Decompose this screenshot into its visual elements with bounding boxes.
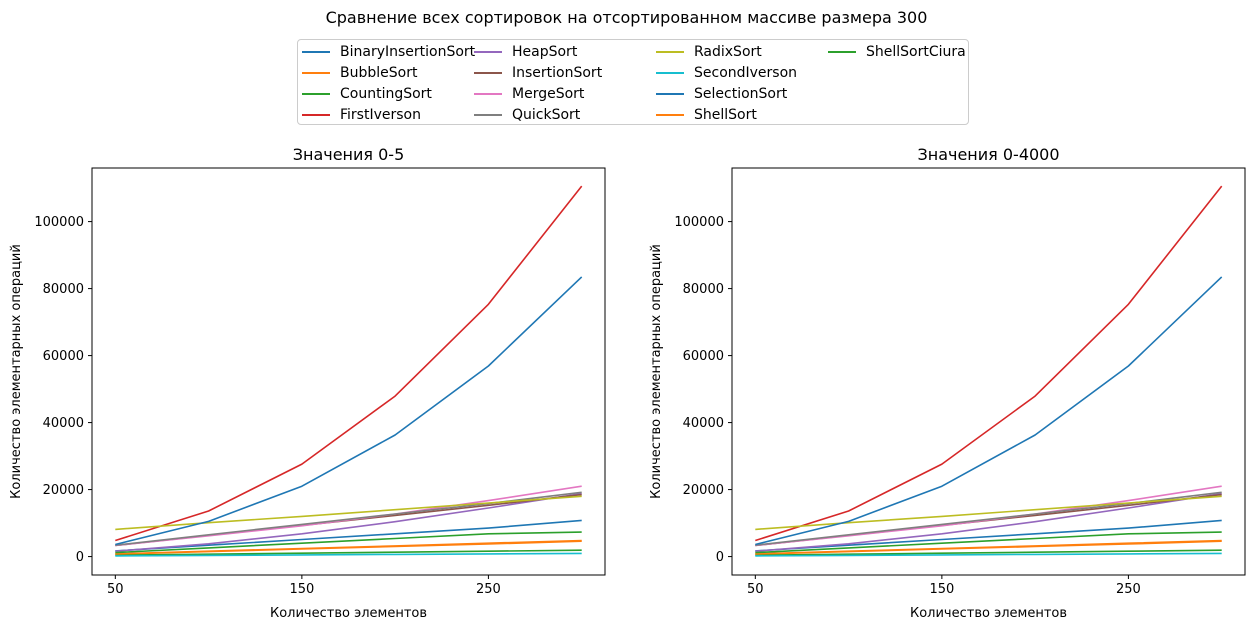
y-tick-label: 20000 — [683, 483, 724, 498]
subplot-title: Значения 0-4000 — [917, 145, 1059, 164]
axes-frame — [91, 167, 606, 576]
legend-label: SelectionSort — [694, 86, 788, 102]
y-tick-label: 80000 — [43, 282, 84, 297]
series-line-heapsort — [755, 492, 1222, 552]
y-tick-label: 100000 — [34, 215, 84, 230]
legend-item-selectionsort: SelectionSort — [656, 84, 787, 104]
legend-label: CountingSort — [340, 86, 432, 102]
x-axis-label: Количество элементов — [270, 606, 427, 621]
x-tick-label: 50 — [107, 582, 124, 597]
series-line-countingsort — [115, 549, 582, 556]
x-tick-label: 250 — [476, 582, 501, 597]
series-line-binaryinsertionsort — [755, 519, 1222, 552]
y-tick-label: 0 — [716, 550, 724, 565]
series-line-radixsort — [755, 495, 1222, 531]
legend-swatch — [828, 51, 856, 53]
x-tick-label: 150 — [289, 582, 314, 597]
subplot-title: Значения 0-5 — [293, 145, 405, 164]
legend-swatch — [474, 72, 502, 74]
series-line-shellsortciura — [755, 531, 1222, 554]
legend-label: ShellSortCiura — [866, 44, 966, 60]
series-line-firstiverson — [115, 185, 583, 542]
legend-swatch — [302, 72, 330, 74]
series-line-quicksort — [755, 491, 1222, 546]
legend-swatch — [474, 51, 502, 53]
series-line-shellsortciura — [115, 531, 582, 554]
legend-item-binaryinsertionsort: BinaryInsertionSort — [302, 42, 475, 62]
series-line-countingsort — [755, 549, 1222, 556]
x-tick-label: 50 — [747, 582, 764, 597]
x-axis-label: Количество элементов — [910, 606, 1067, 621]
y-tick-label: 0 — [76, 550, 84, 565]
series-line-shellsort — [755, 539, 1222, 555]
series-line-insertionsort — [115, 493, 582, 547]
series-line-bubblesort — [115, 540, 582, 555]
legend: BinaryInsertionSort BubbleSort CountingSor… — [297, 39, 969, 125]
axes-frame — [731, 167, 1246, 576]
legend-label: RadixSort — [694, 44, 762, 60]
y-tick-label: 20000 — [43, 483, 84, 498]
legend-label: QuickSort — [512, 107, 581, 123]
legend-item-firstiverson: FirstIverson — [302, 105, 421, 125]
legend-label: ShellSort — [694, 107, 757, 123]
series-line-mergesort — [755, 485, 1222, 547]
x-tick-label: 250 — [1116, 582, 1141, 597]
series-line-secondiverson — [755, 552, 1222, 557]
y-tick-label: 40000 — [683, 416, 724, 431]
legend-label: MergeSort — [512, 86, 585, 102]
series-line-secondiverson — [115, 552, 582, 557]
y-axis-label: Количество элементарных операций — [649, 244, 664, 499]
legend-swatch — [656, 93, 684, 95]
legend-swatch — [474, 114, 502, 116]
figure-title: Сравнение всех сортировок на отсортирова… — [325, 8, 928, 27]
legend-label: BubbleSort — [340, 65, 418, 81]
series-line-insertionsort — [755, 493, 1222, 547]
legend-swatch — [656, 72, 684, 74]
series-line-firstiverson — [755, 185, 1223, 542]
legend-item-secondiverson: SecondIverson — [656, 63, 797, 83]
legend-label: HeapSort — [512, 44, 578, 60]
x-tick-label: 150 — [929, 582, 954, 597]
y-tick-label: 60000 — [683, 349, 724, 364]
legend-swatch — [656, 51, 684, 53]
y-tick-label: 60000 — [43, 349, 84, 364]
legend-swatch — [474, 93, 502, 95]
series-line-shellsort — [115, 539, 582, 555]
legend-item-shellsort: ShellSort — [656, 105, 757, 125]
legend-swatch — [656, 114, 684, 116]
y-tick-label: 80000 — [683, 282, 724, 297]
legend-item-countingsort: CountingSort — [302, 84, 432, 104]
legend-swatch — [302, 114, 330, 116]
legend-item-shellsortciura: ShellSortCiura — [828, 42, 966, 62]
legend-label: BinaryInsertionSort — [340, 44, 476, 60]
legend-item-mergesort: MergeSort — [474, 84, 584, 104]
legend-swatch — [302, 93, 330, 95]
series-line-mergesort — [115, 485, 582, 547]
series-line-bubblesort — [755, 540, 1222, 555]
series-line-radixsort — [115, 495, 582, 531]
legend-item-quicksort: QuickSort — [474, 105, 580, 125]
legend-item-bubblesort: BubbleSort — [302, 63, 417, 83]
legend-item-heapsort: HeapSort — [474, 42, 577, 62]
series-line-quicksort — [115, 491, 582, 546]
series-line-binaryinsertionsort — [115, 519, 582, 552]
legend-label: FirstIverson — [340, 107, 421, 123]
series-line-selectionsort — [755, 276, 1223, 546]
legend-item-insertionsort: InsertionSort — [474, 63, 602, 83]
legend-item-radixsort: RadixSort — [656, 42, 762, 62]
y-tick-label: 100000 — [674, 215, 724, 230]
series-line-heapsort — [115, 492, 582, 552]
legend-label: SecondIverson — [694, 65, 798, 81]
legend-label: InsertionSort — [512, 65, 603, 81]
y-axis-label: Количество элементарных операций — [9, 244, 24, 499]
y-tick-label: 40000 — [43, 416, 84, 431]
series-line-selectionsort — [115, 276, 583, 546]
legend-swatch — [302, 51, 330, 53]
